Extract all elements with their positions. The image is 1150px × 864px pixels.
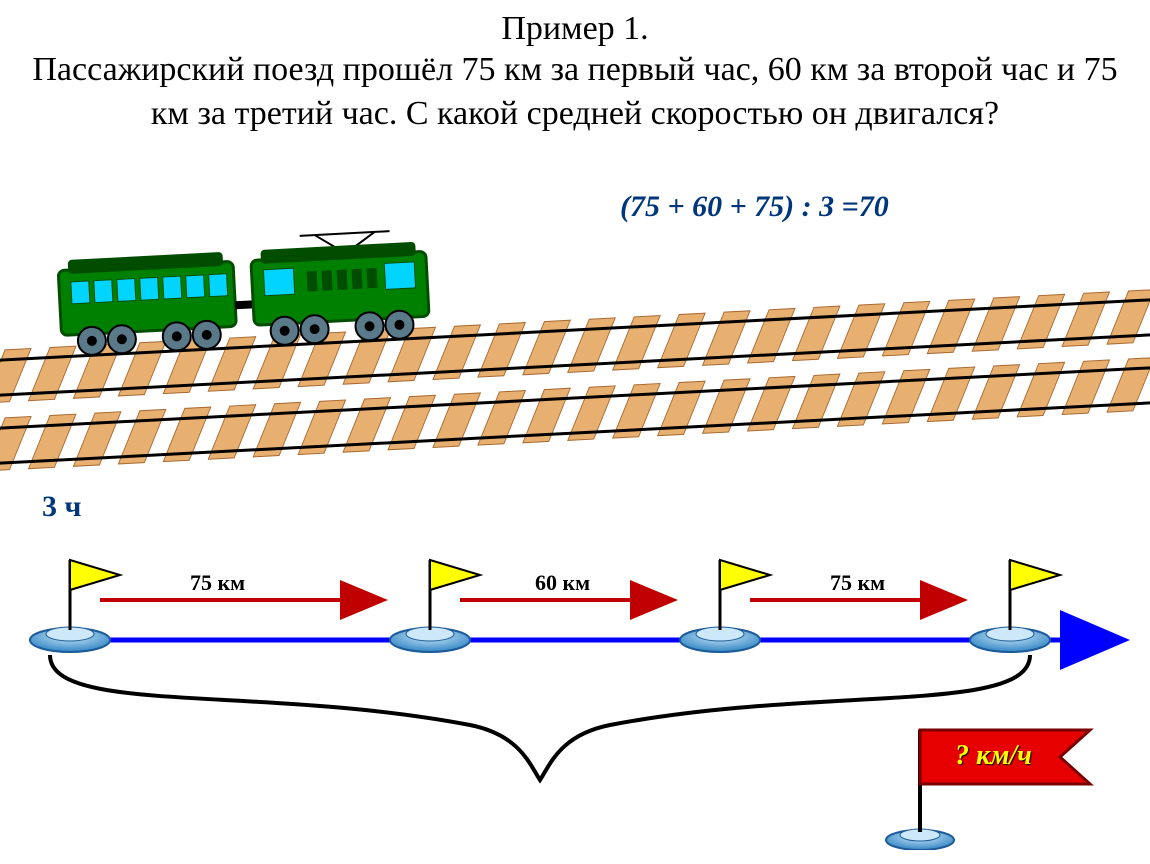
segment-label-3: 75 км [830,570,885,596]
answer-label: ? км/ч [955,740,1032,772]
marker-3 [680,560,770,652]
title: Пример 1. [0,10,1150,48]
problem-text: Пассажирский поезд прошёл 75 км за первы… [0,48,1150,136]
marker-1 [30,560,120,652]
marker-4 [970,560,1060,652]
segment-label-1: 75 км [190,570,245,596]
formula: (75 + 60 + 75) : 3 =70 [620,190,889,224]
time-label: 3 ч [42,490,81,524]
marker-2 [390,560,480,652]
header: Пример 1. Пассажирский поезд прошёл 75 к… [0,0,1150,136]
segment-label-2: 60 км [535,570,590,596]
train-illustration [0,230,1150,490]
